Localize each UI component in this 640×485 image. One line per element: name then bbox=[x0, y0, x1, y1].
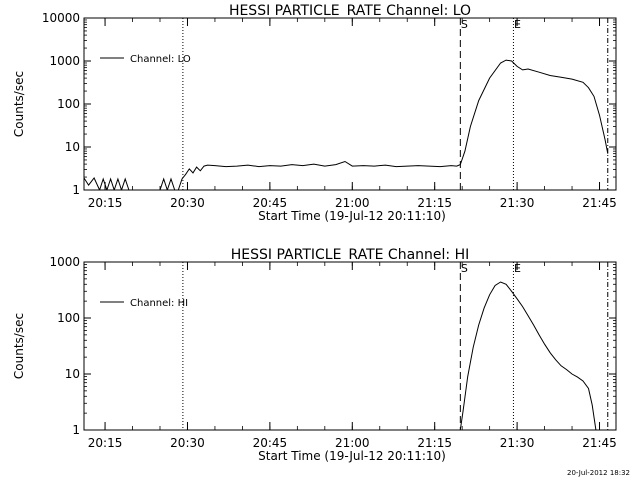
y-tick-label: 10 bbox=[65, 140, 80, 154]
x-axis-label: Start Time (19-Jul-12 20:11:10) bbox=[258, 449, 446, 463]
hi-channel-panel: HESSI PARTICLE_RATE Channel: HI 1 10 100 100… bbox=[12, 247, 617, 463]
y-tick-label: 100 bbox=[57, 311, 80, 325]
lo-channel-panel: HESSI PARTICLE_RATE Channel: LO 1 10 100 100… bbox=[12, 3, 617, 223]
x-tick-label: 20:15 bbox=[88, 196, 123, 210]
x-tick-label: 21:45 bbox=[582, 436, 617, 450]
chart-title: HESSI PARTICLE_RATE Channel: HI bbox=[231, 247, 469, 263]
event-marker-label: S bbox=[461, 18, 468, 31]
x-tick-label: 20:45 bbox=[253, 196, 288, 210]
y-tick-label: 10 bbox=[65, 367, 80, 381]
y-tick-label: 10000 bbox=[42, 11, 80, 25]
x-tick-label: 20:30 bbox=[170, 436, 205, 450]
x-tick-label: 21:00 bbox=[335, 436, 370, 450]
event-marker-label: S bbox=[461, 262, 468, 275]
chart-title: HESSI PARTICLE_RATE Channel: LO bbox=[229, 3, 471, 19]
x-tick-label: 21:30 bbox=[500, 436, 535, 450]
y-tick-label: 100 bbox=[57, 97, 80, 111]
x-tick-label: 21:00 bbox=[335, 196, 370, 210]
series-line bbox=[459, 281, 597, 430]
y-tick-label: 1000 bbox=[49, 255, 80, 269]
y-axis-label: Counts/sec bbox=[12, 71, 26, 137]
x-tick-label: 21:30 bbox=[500, 196, 535, 210]
plot-frame bbox=[83, 261, 617, 431]
y-tick-label: 1000 bbox=[49, 54, 80, 68]
series-line bbox=[84, 59, 609, 190]
x-tick-label: 20:15 bbox=[88, 436, 123, 450]
event-marker-label: E bbox=[514, 18, 521, 31]
y-tick-label: 1 bbox=[72, 423, 80, 437]
y-axis-label: Counts/sec bbox=[12, 313, 26, 379]
legend-label: Channel: HI bbox=[130, 298, 188, 309]
x-tick-label: 21:45 bbox=[582, 196, 617, 210]
footer-timestamp: 20-Jul-2012 18:32 bbox=[567, 469, 630, 477]
legend-label: Channel: LO bbox=[130, 54, 191, 65]
event-marker-label: E bbox=[514, 262, 521, 275]
x-tick-label: 20:30 bbox=[170, 196, 205, 210]
x-axis-label: Start Time (19-Jul-12 20:11:10) bbox=[258, 209, 446, 223]
x-tick-label: 20:45 bbox=[253, 436, 288, 450]
y-tick-label: 1 bbox=[72, 183, 80, 197]
x-tick-label: 21:15 bbox=[417, 196, 452, 210]
x-tick-label: 21:15 bbox=[417, 436, 452, 450]
